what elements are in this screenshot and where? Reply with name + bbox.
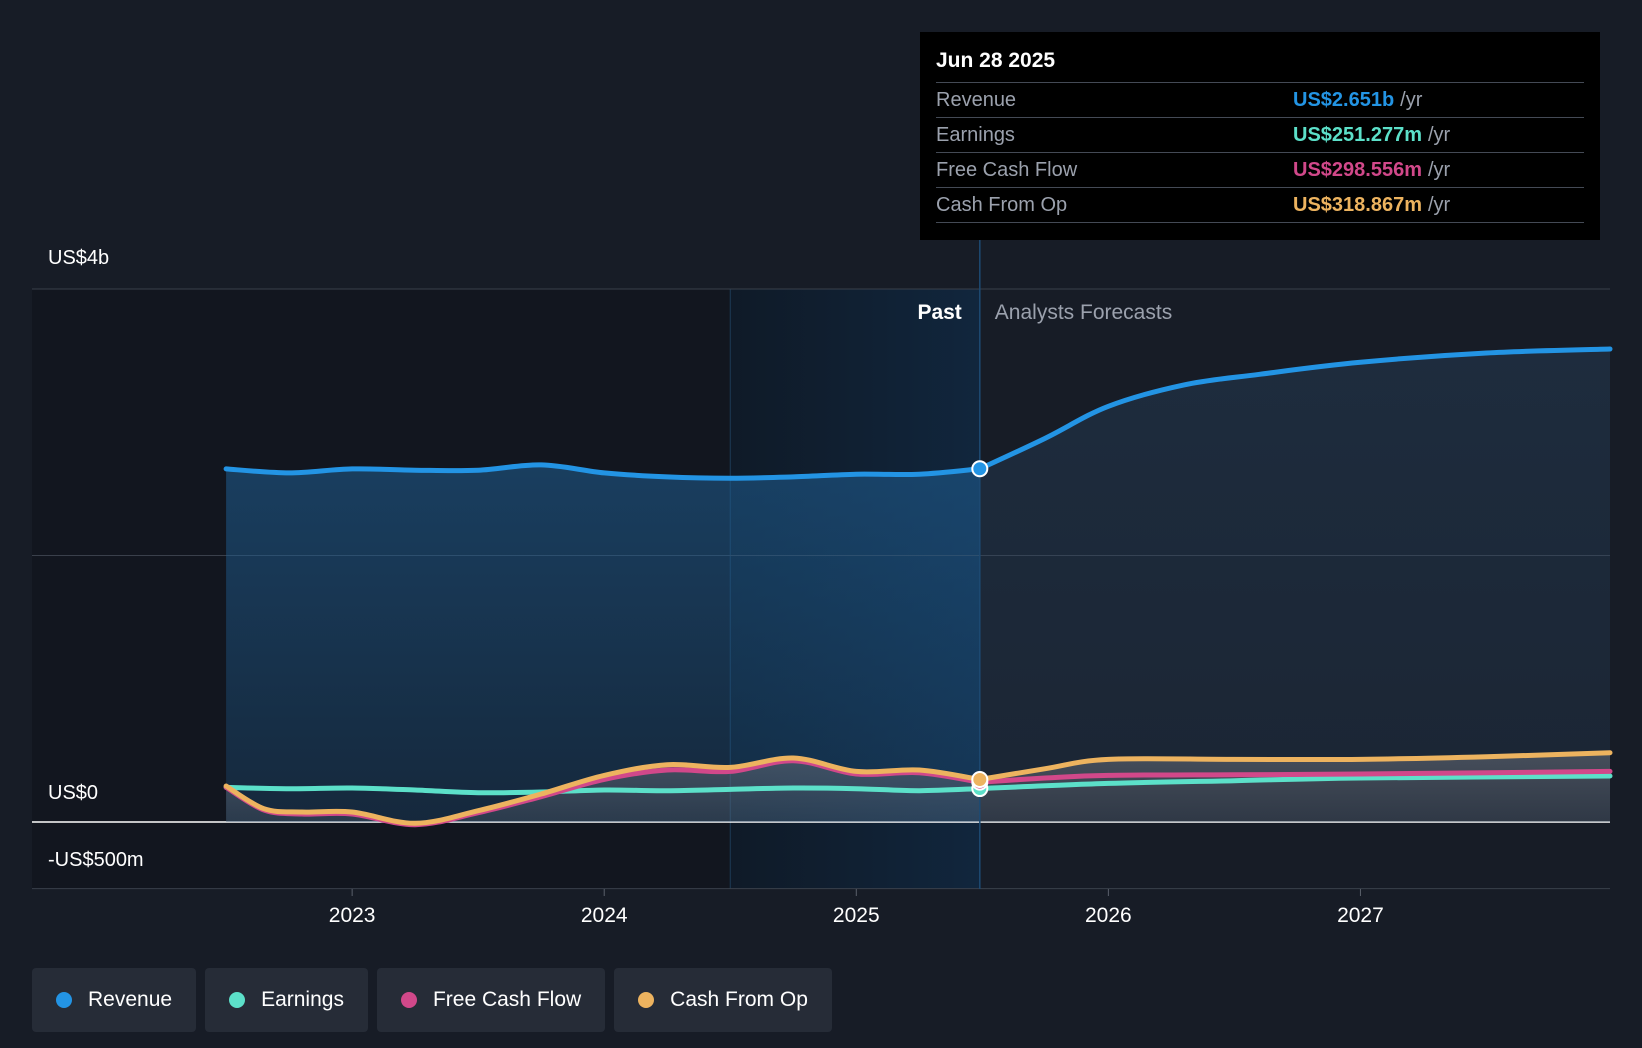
revenue-area-past	[226, 464, 980, 822]
cash-from-op-marker	[971, 770, 989, 788]
legend: Revenue Earnings Free Cash Flow Cash Fro…	[32, 968, 832, 1032]
y-axis-label: US$4b	[48, 247, 109, 269]
tooltip-unit: /yr	[1400, 88, 1423, 111]
tooltip-value: US$298.556m	[1293, 158, 1422, 181]
tooltip-unit: /yr	[1427, 123, 1451, 146]
tooltip-label: Revenue	[936, 88, 1017, 111]
forecast-label: Analysts Forecasts	[995, 301, 1172, 324]
tooltip-value: US$2.651b	[1293, 88, 1395, 111]
y-axis-label: -US$500m	[48, 849, 144, 871]
free-cash-flow-dot-icon	[400, 992, 417, 1008]
revenue-dot-icon	[56, 992, 72, 1008]
tooltip-row-earnings: Earnings US$251.277m /yr	[936, 117, 1584, 152]
tooltip-label: Cash From Op	[936, 193, 1068, 216]
legend-label: Free Cash Flow	[432, 988, 582, 1011]
tooltip-value: US$318.867m	[1293, 193, 1422, 216]
revenue-marker	[971, 460, 989, 478]
legend-item-revenue[interactable]: Revenue	[32, 968, 197, 1032]
earnings-dot-icon	[229, 992, 246, 1008]
tooltip-row-cash-from-op: Cash From Op US$318.867m /yr	[936, 187, 1584, 223]
revenue-line-past	[223, 462, 983, 481]
legend-item-free-cash-flow[interactable]: Free Cash Flow	[376, 968, 606, 1032]
cash-from-op-area	[226, 752, 1611, 824]
tooltip-unit: /yr	[1427, 193, 1451, 216]
y-axis-label: US$0	[48, 782, 98, 804]
tooltip-unit: /yr	[1427, 158, 1451, 181]
x-tick-label: 2025	[833, 904, 880, 927]
x-tick-label: 2024	[581, 904, 628, 927]
tooltip-value: US$251.277m	[1293, 123, 1422, 146]
legend-label: Cash From Op	[670, 988, 808, 1011]
legend-item-cash-from-op[interactable]: Cash From Op	[614, 968, 832, 1032]
free-cash-flow-line-forecast	[977, 768, 1613, 785]
x-tick-label: 2026	[1085, 904, 1132, 927]
tooltip: Jun 28 2025 Revenue US$2.651b /yr Earnin…	[920, 32, 1600, 240]
earnings-line-past	[223, 784, 983, 796]
revenue-line-forecast	[977, 346, 1613, 472]
cash-from-op-dot-icon	[638, 992, 655, 1008]
legend-label: Revenue	[88, 988, 173, 1011]
tooltip-date: Jun 28 2025	[936, 49, 1056, 72]
legend-label: Earnings	[261, 988, 344, 1011]
tooltip-label: Earnings	[936, 123, 1015, 146]
tooltip-row-revenue: Revenue US$2.651b /yr	[936, 82, 1584, 117]
x-tick-label: 2023	[329, 904, 376, 927]
earnings-line-forecast	[977, 773, 1613, 792]
tooltip-label: Free Cash Flow	[936, 158, 1078, 181]
legend-item-earnings[interactable]: Earnings	[205, 968, 368, 1032]
cash-from-op-line-forecast	[977, 750, 1613, 782]
cash-from-op-line-past	[223, 755, 983, 826]
x-tick-label: 2027	[1337, 904, 1384, 927]
tooltip-row-free-cash-flow: Free Cash Flow US$298.556m /yr	[936, 152, 1584, 187]
past-label: Past	[917, 301, 961, 324]
revenue-area-forecast	[979, 349, 1610, 822]
